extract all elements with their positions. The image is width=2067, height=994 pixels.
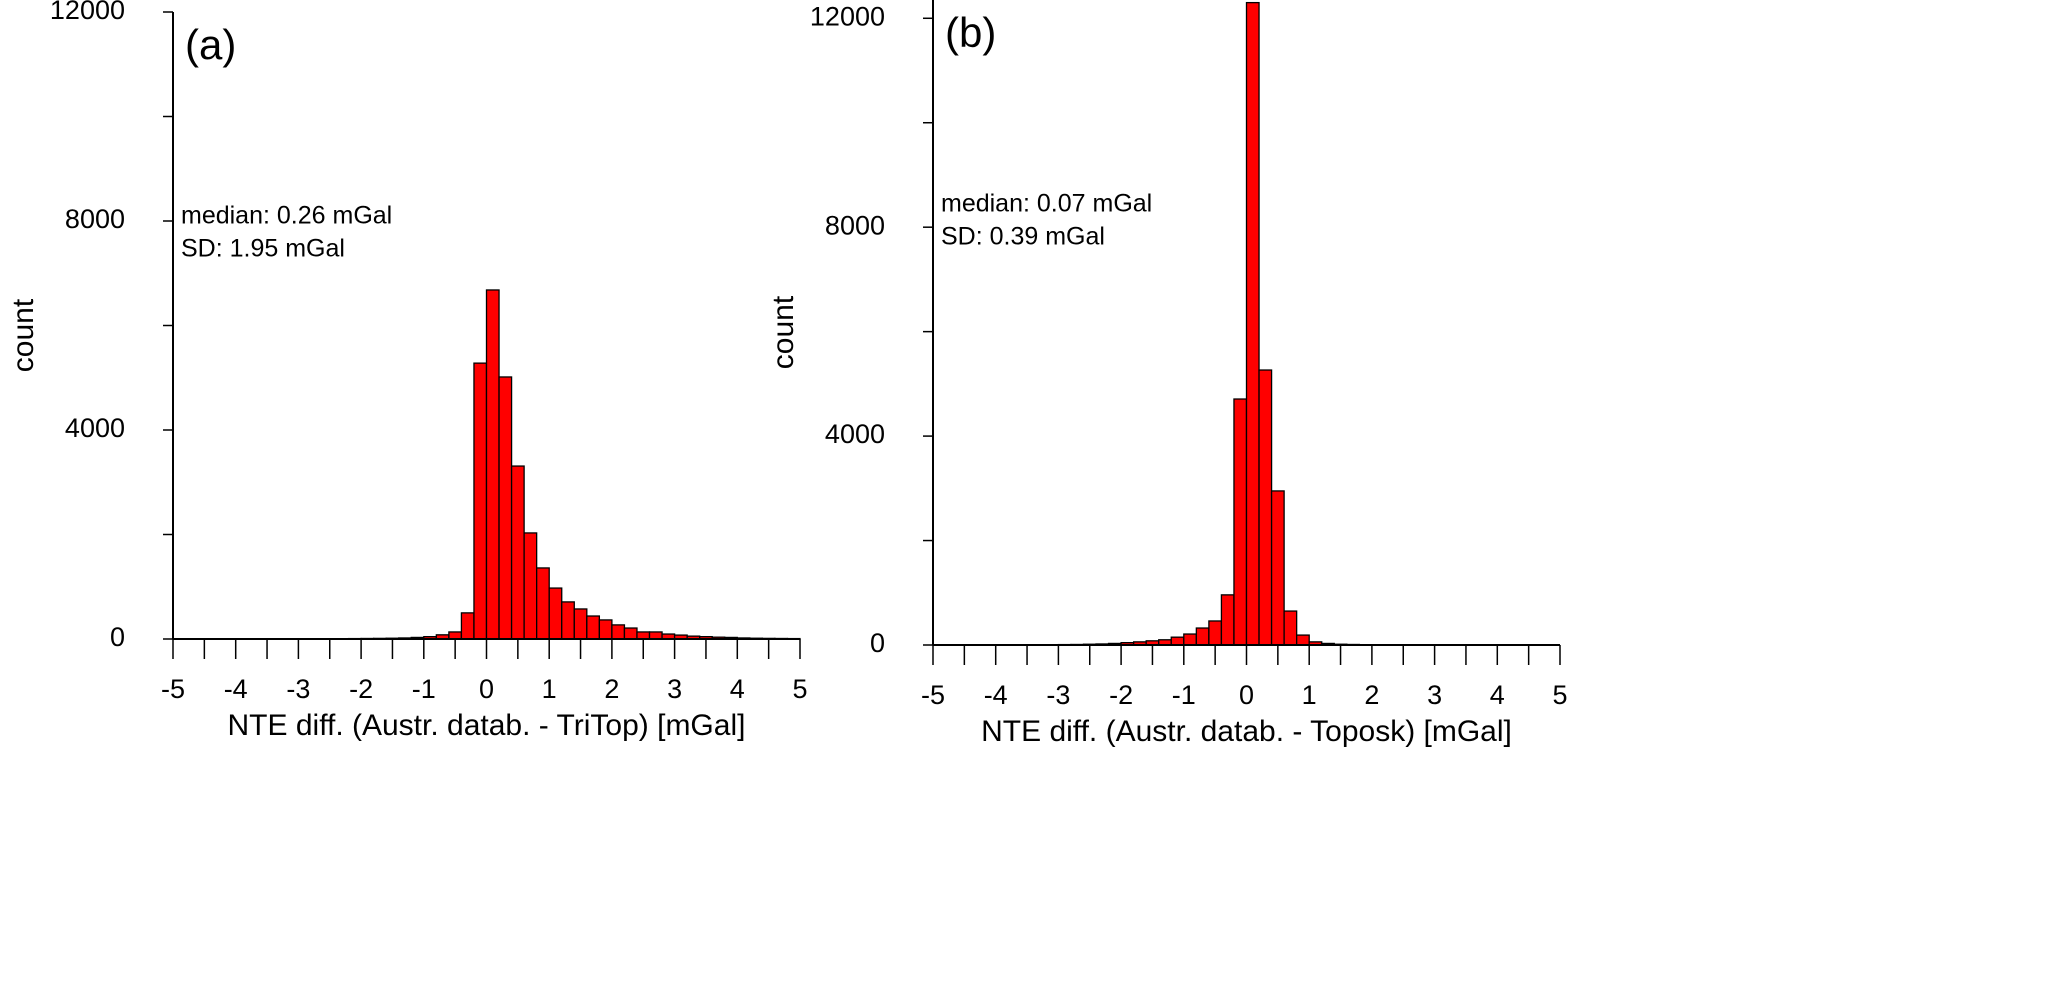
y-tick-label: 8000 <box>825 210 885 240</box>
bar <box>637 632 650 639</box>
x-axis-label: NTE diff. (Austr. datab. - Toposk) [mGal… <box>981 715 1512 748</box>
bar <box>499 377 512 639</box>
bar <box>524 533 537 639</box>
bar <box>1171 637 1184 645</box>
x-tick-label: 2 <box>1364 680 1379 710</box>
y-axis-label: count <box>7 298 40 372</box>
bar <box>574 609 587 639</box>
x-tick-label: -4 <box>984 680 1008 710</box>
x-tick-label: 3 <box>1427 680 1442 710</box>
y-tick-label: 12000 <box>810 1 885 31</box>
x-tick-label: 4 <box>1490 680 1505 710</box>
bar <box>449 632 462 639</box>
bar <box>1221 595 1234 645</box>
bar <box>1196 628 1209 645</box>
bar <box>1259 370 1272 645</box>
bar <box>1209 621 1222 645</box>
bar <box>1234 399 1247 645</box>
y-tick-label: 4000 <box>65 413 125 443</box>
panel-label: (a) <box>185 21 236 68</box>
x-tick-label: -4 <box>224 674 248 704</box>
bar <box>537 568 550 639</box>
x-tick-label: -1 <box>412 674 436 704</box>
annotation: SD: 0.39 mGal <box>941 223 1105 251</box>
x-tick-label: 1 <box>1302 680 1317 710</box>
bar <box>624 628 637 639</box>
bar <box>549 588 562 639</box>
x-tick-label: -5 <box>921 680 945 710</box>
x-tick-label: 4 <box>730 674 745 704</box>
annotation: median: 0.07 mGal <box>941 190 1152 218</box>
y-tick-label: 12000 <box>50 0 125 25</box>
bar <box>1284 611 1297 645</box>
x-tick-label: 0 <box>479 674 494 704</box>
x-tick-label: -3 <box>286 674 310 704</box>
bar <box>512 466 525 639</box>
y-tick-label: 0 <box>110 622 125 652</box>
y-tick-label: 0 <box>870 628 885 658</box>
bar <box>474 363 487 639</box>
bar <box>1247 3 1260 645</box>
x-tick-label: 3 <box>667 674 682 704</box>
x-tick-label: -1 <box>1172 680 1196 710</box>
x-tick-label: 0 <box>1239 680 1254 710</box>
bar <box>1272 491 1285 645</box>
x-axis-label: NTE diff. (Austr. datab. - TriTop) [mGal… <box>228 709 746 742</box>
bar <box>612 625 625 639</box>
annotation: SD: 1.95 mGal <box>181 235 345 263</box>
x-tick-label: -3 <box>1046 680 1070 710</box>
bar <box>1184 634 1197 645</box>
bar <box>562 602 575 639</box>
x-tick-label: 5 <box>792 674 807 704</box>
bar <box>461 613 474 639</box>
bar <box>587 616 600 639</box>
panel-label: (b) <box>945 9 996 56</box>
x-tick-label: 5 <box>1552 680 1567 710</box>
x-tick-label: -2 <box>349 674 373 704</box>
x-tick-label: -2 <box>1109 680 1133 710</box>
y-tick-label: 4000 <box>825 419 885 449</box>
bar <box>1297 635 1310 645</box>
bar <box>599 620 612 639</box>
y-tick-label: 8000 <box>65 204 125 234</box>
bar <box>487 290 500 639</box>
x-tick-label: -5 <box>161 674 185 704</box>
x-tick-label: 2 <box>604 674 619 704</box>
annotation: median: 0.26 mGal <box>181 202 392 230</box>
y-axis-label: count <box>767 295 800 369</box>
x-tick-label: 1 <box>542 674 557 704</box>
bar <box>650 632 663 639</box>
